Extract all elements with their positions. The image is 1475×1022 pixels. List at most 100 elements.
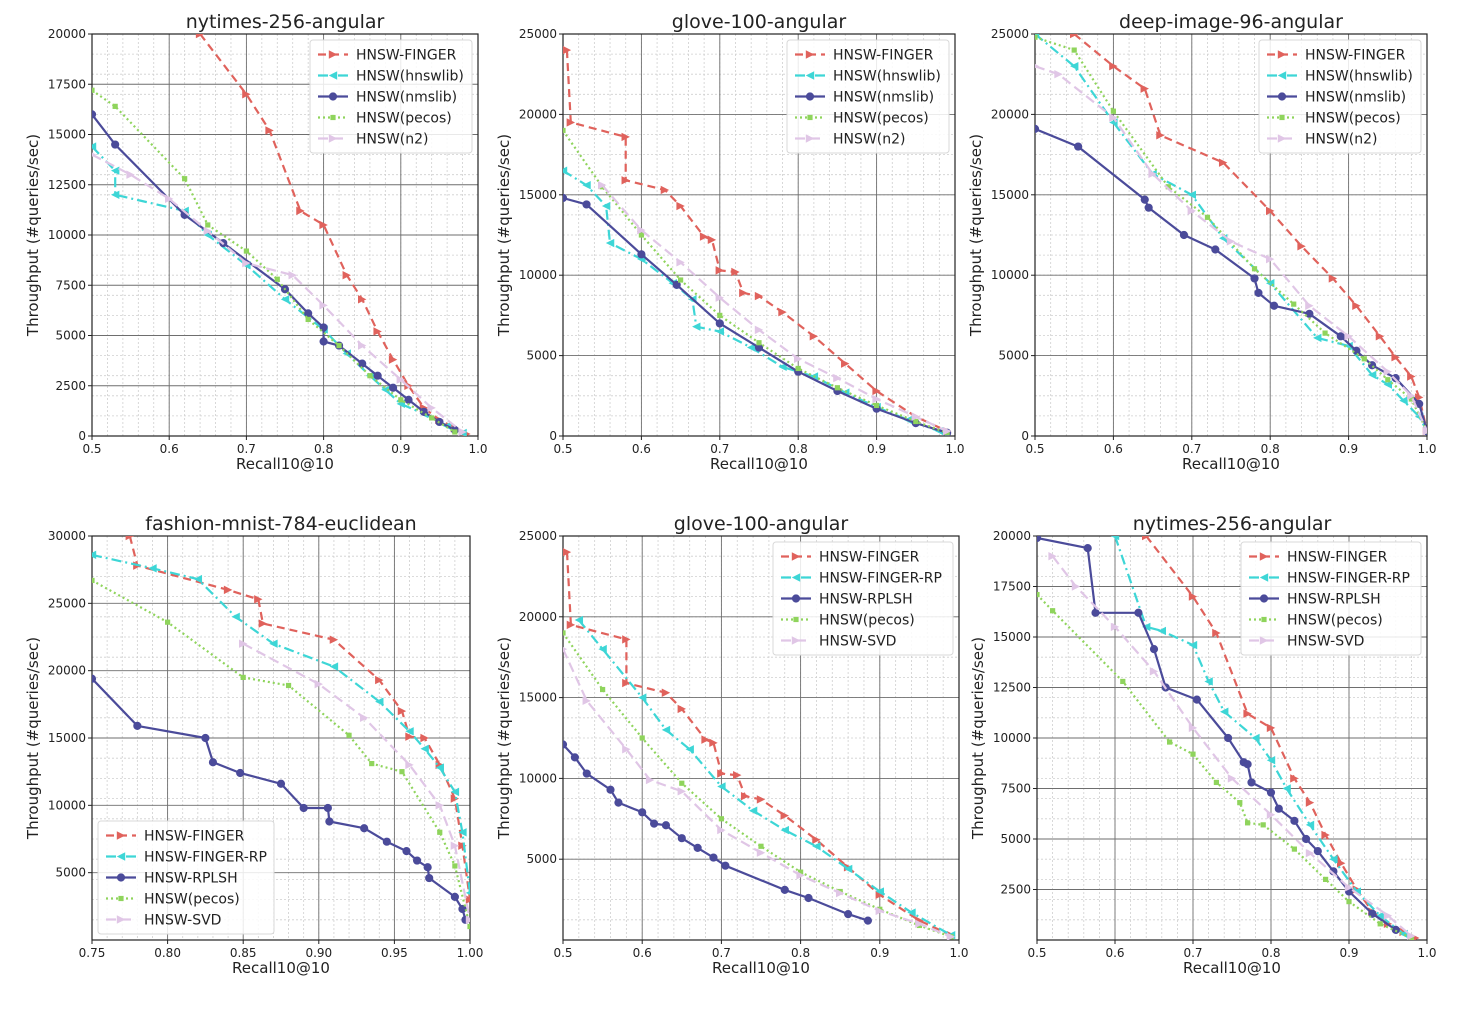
data-point-HNSW-FINGER xyxy=(812,835,821,845)
data-point-HNSW(nmslib) xyxy=(319,337,328,346)
data-point-HNSW-SVD xyxy=(622,745,631,754)
series-line-HNSW-RPLSH xyxy=(92,677,467,921)
data-point-HNSW(pecos) xyxy=(1346,899,1352,905)
data-point-HNSW(n2) xyxy=(1187,206,1196,216)
x-tick-label: 0.6 xyxy=(632,442,651,456)
chart-title: fashion-mnist-784-euclidean xyxy=(145,513,416,535)
legend-label: HNSW-SVD xyxy=(144,913,221,929)
data-point-HNSW-FINGER xyxy=(319,220,328,230)
data-point-HNSW-FINGER xyxy=(258,619,268,628)
data-point-HNSW-FINGER xyxy=(778,307,787,317)
data-point-HNSW-RPLSH xyxy=(402,847,411,856)
data-point-HNSW(nmslib) xyxy=(1140,195,1149,204)
data-point-HNSW-FINGER xyxy=(707,235,717,245)
legend-label: HNSW(nmslib) xyxy=(356,90,457,106)
series-line-HNSW-RPLSH xyxy=(1037,536,1397,931)
series-line-HNSW(pecos) xyxy=(1035,36,1427,432)
legend-box xyxy=(772,541,954,656)
data-point-HNSW(hnswlib) xyxy=(746,343,756,352)
data-point-HNSW(hnswlib) xyxy=(110,166,120,175)
data-point-HNSW(n2) xyxy=(1422,426,1427,436)
chart-6: 0.5 0.6 0.7 0.8 0.9 1.0 2500 5000 7500 10000 12500… xyxy=(969,513,1437,977)
x-tick-label: 0.6 xyxy=(633,946,652,960)
data-point-HNSW-FINGER xyxy=(1140,84,1149,93)
legend-marker-HNSW(nmslib) xyxy=(1277,92,1287,101)
x-tick-label: 0.9 xyxy=(1339,442,1358,456)
data-point-HNSW(n2) xyxy=(1266,254,1275,264)
x-axis-label: Recall10@10 xyxy=(710,455,808,473)
legend-label: HNSW-FINGER xyxy=(144,829,245,845)
data-point-HNSW(pecos) xyxy=(718,816,724,822)
data-point-HNSW(n2) xyxy=(637,225,646,235)
data-point-HNSW-FINGER xyxy=(1407,372,1416,381)
data-point-HNSW-SVD xyxy=(796,871,805,880)
data-point-HNSW-FINGER xyxy=(1297,242,1306,251)
data-point-HNSW-FINGER-RP xyxy=(231,612,240,621)
data-point-HNSW(n2) xyxy=(288,271,297,280)
data-point-HNSW(pecos) xyxy=(1237,800,1243,806)
data-point-HNSW-SVD xyxy=(875,906,884,916)
data-point-HNSW(n2) xyxy=(92,152,97,157)
legend-marker-HNSW(hnswlib) xyxy=(1277,71,1287,80)
x-tick-label: 0.5 xyxy=(1025,442,1044,456)
y-tick-label: 5000 xyxy=(998,349,1029,363)
plot-frame xyxy=(91,535,471,941)
data-point-HNSW-FINGER xyxy=(566,118,576,127)
y-tick-label: 5000 xyxy=(55,329,86,343)
data-point-HNSW-RPLSH xyxy=(693,843,702,852)
x-tick-label: 0.80 xyxy=(154,946,181,960)
data-point-HNSW-FINGER-RP xyxy=(1329,855,1338,864)
data-point-HNSW-FINGER-RP xyxy=(1142,622,1151,632)
data-point-HNSW-FINGER xyxy=(1337,859,1346,868)
data-point-HNSW(nmslib) xyxy=(1211,245,1220,254)
data-point-HNSW(hnswlib) xyxy=(1344,341,1353,351)
data-point-HNSW-FINGER xyxy=(1305,798,1315,807)
data-point-HNSW(pecos) xyxy=(563,127,566,134)
legend-label: HNSW(nmslib) xyxy=(1305,90,1406,106)
data-point-HNSW-FINGER xyxy=(699,232,709,241)
data-point-HNSW-FINGER xyxy=(1290,774,1299,783)
data-point-HNSW(pecos) xyxy=(240,674,246,680)
data-point-HNSW-FINGER xyxy=(621,176,630,185)
legend-label: HNSW(hnswlib) xyxy=(356,69,464,85)
data-point-HNSW-FINGER-RP xyxy=(598,644,607,654)
legend-marker-HNSW-FINGER xyxy=(791,552,801,561)
data-point-HNSW(n2) xyxy=(396,375,405,384)
data-point-HNSW-SVD xyxy=(1407,931,1416,940)
data-point-HNSW(pecos) xyxy=(1377,921,1383,927)
data-point-HNSW-RPLSH xyxy=(450,892,459,902)
chart-4: 0.75 0.80 0.85 0.90 0.95 1.00 5000 10000 15000 20… xyxy=(24,513,483,977)
data-point-HNSW-FINGER-RP xyxy=(1157,626,1166,636)
data-point-HNSW(n2) xyxy=(1344,332,1353,341)
data-point-HNSW(n2) xyxy=(1305,301,1314,310)
data-point-HNSW-RPLSH xyxy=(1368,909,1377,918)
data-point-HNSW(nmslib) xyxy=(1144,203,1153,212)
legend-label: HNSW-FINGER xyxy=(1287,550,1388,566)
legend-marker-HNSW(hnswlib) xyxy=(805,71,815,80)
data-point-HNSW(nmslib) xyxy=(672,280,681,289)
legend-marker-HNSW-RPLSH xyxy=(116,873,126,882)
data-point-HNSW(pecos) xyxy=(274,276,280,282)
data-point-HNSW(n2) xyxy=(1407,391,1416,400)
y-tick-label: 10000 xyxy=(519,268,557,282)
data-point-HNSW(nmslib) xyxy=(715,319,724,328)
y-tick-label: 15000 xyxy=(991,188,1029,202)
legend-marker-HNSW(nmslib) xyxy=(805,92,815,101)
data-point-HNSW(n2) xyxy=(942,426,952,436)
plot-frame xyxy=(562,33,956,437)
data-point-HNSW-SVD xyxy=(435,801,444,810)
data-point-HNSW(hnswlib) xyxy=(1187,190,1196,199)
chart-4-series-group xyxy=(92,536,470,930)
x-tick-label: 0.7 xyxy=(710,442,729,456)
data-point-HNSW-FINGER-RP xyxy=(92,550,97,560)
y-tick-label: 0 xyxy=(78,429,86,443)
x-tick-label: 0.5 xyxy=(553,442,572,456)
data-point-HNSW-FINGER xyxy=(709,738,718,748)
data-point-HNSW(pecos) xyxy=(1120,678,1126,685)
series-line-HNSW(pecos) xyxy=(563,632,952,938)
data-point-HNSW(hnswlib) xyxy=(582,180,591,190)
data-point-HNSW(pecos) xyxy=(1260,822,1266,828)
data-point-HNSW-RPLSH xyxy=(412,856,422,865)
data-point-HNSW-RPLSH xyxy=(201,733,210,743)
data-point-HNSW-FINGER xyxy=(458,841,467,850)
